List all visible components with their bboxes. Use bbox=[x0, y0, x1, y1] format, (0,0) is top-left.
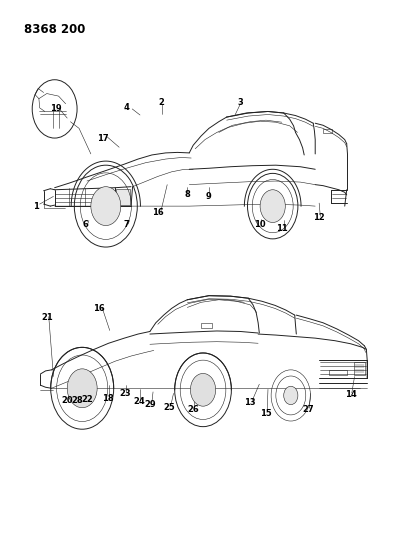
Text: 8: 8 bbox=[184, 190, 190, 199]
Text: 8368 200: 8368 200 bbox=[24, 23, 85, 36]
Circle shape bbox=[67, 369, 97, 408]
Text: 2: 2 bbox=[158, 98, 164, 107]
Text: 25: 25 bbox=[162, 403, 174, 411]
Circle shape bbox=[70, 386, 74, 391]
Text: 11: 11 bbox=[275, 224, 287, 232]
Circle shape bbox=[194, 381, 197, 385]
Text: 18: 18 bbox=[102, 394, 113, 403]
Text: 28: 28 bbox=[71, 395, 83, 405]
Text: 16: 16 bbox=[151, 208, 163, 217]
Bar bbox=[322, 130, 331, 133]
Text: 29: 29 bbox=[144, 400, 156, 409]
Text: 26: 26 bbox=[187, 405, 199, 414]
Circle shape bbox=[91, 187, 121, 225]
Circle shape bbox=[259, 190, 285, 222]
Text: 22: 22 bbox=[81, 395, 92, 404]
Text: 4: 4 bbox=[123, 103, 129, 112]
Text: 16: 16 bbox=[92, 304, 104, 313]
Text: 27: 27 bbox=[301, 405, 313, 414]
Text: 1: 1 bbox=[33, 201, 38, 211]
Text: 17: 17 bbox=[97, 134, 108, 143]
Text: 23: 23 bbox=[119, 389, 131, 398]
Text: 9: 9 bbox=[206, 192, 211, 201]
Circle shape bbox=[90, 386, 94, 391]
Text: 3: 3 bbox=[237, 98, 243, 107]
Text: 15: 15 bbox=[259, 409, 271, 418]
Text: 10: 10 bbox=[254, 220, 265, 229]
Bar bbox=[116, 189, 130, 205]
Circle shape bbox=[75, 374, 79, 379]
Text: 6: 6 bbox=[82, 220, 88, 229]
Circle shape bbox=[209, 388, 213, 392]
Bar bbox=[200, 323, 211, 328]
Text: 14: 14 bbox=[344, 390, 356, 399]
Text: 24: 24 bbox=[133, 397, 144, 406]
Text: 21: 21 bbox=[42, 313, 53, 322]
Text: 12: 12 bbox=[312, 213, 324, 222]
Circle shape bbox=[85, 374, 89, 379]
Circle shape bbox=[204, 399, 207, 402]
Circle shape bbox=[190, 374, 215, 406]
Circle shape bbox=[85, 397, 89, 402]
Text: 7: 7 bbox=[123, 220, 129, 229]
Text: 13: 13 bbox=[244, 398, 256, 407]
Text: 20: 20 bbox=[61, 396, 73, 405]
Circle shape bbox=[283, 386, 297, 405]
Circle shape bbox=[194, 394, 197, 399]
Bar bbox=[353, 362, 364, 375]
Bar bbox=[328, 370, 346, 375]
Circle shape bbox=[204, 377, 207, 381]
Circle shape bbox=[75, 397, 79, 402]
Text: 19: 19 bbox=[49, 104, 61, 114]
